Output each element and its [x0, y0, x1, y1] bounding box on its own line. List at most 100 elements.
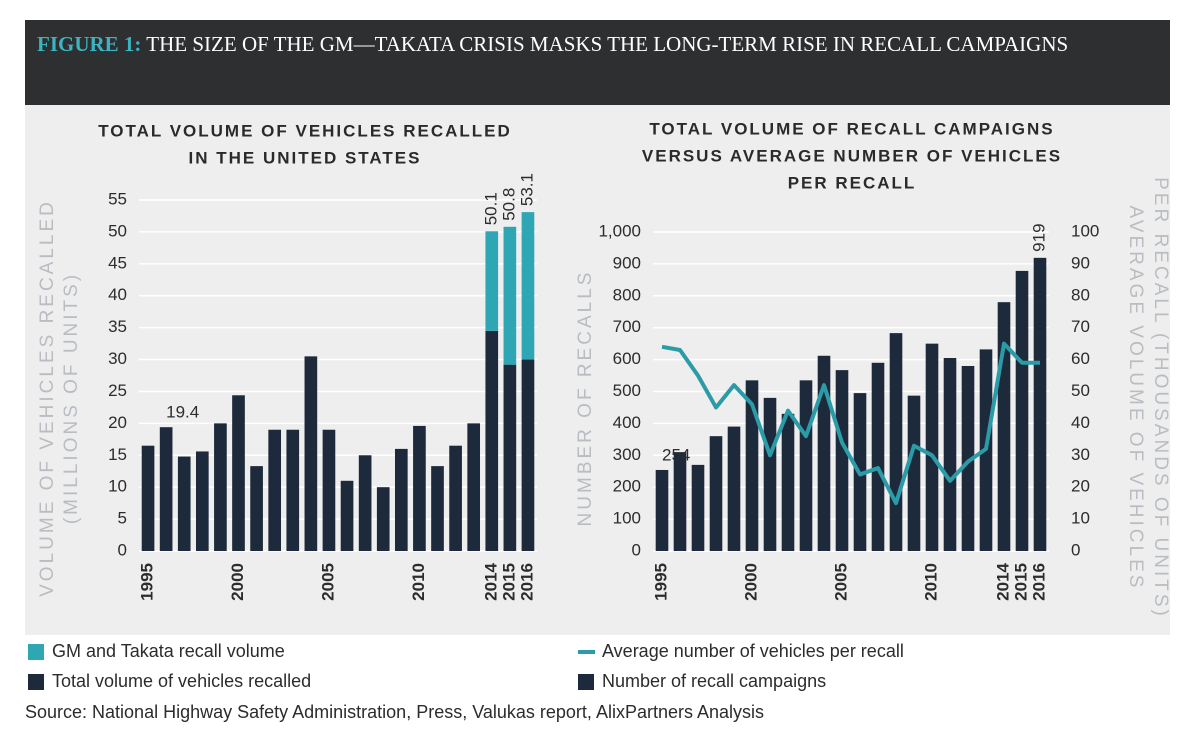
y-tick-label: 300 — [613, 445, 641, 464]
y-tick-label: 5 — [118, 509, 127, 528]
y2-axis-label: AVERAGE VOLUME OF VEHICLES — [1125, 206, 1146, 591]
value-label: 19.4 — [166, 403, 199, 422]
bar — [485, 330, 499, 551]
y2-tick-label: 80 — [1071, 285, 1090, 304]
y-tick-label: 900 — [613, 253, 641, 272]
chart-title: VERSUS AVERAGE NUMBER OF VEHICLES — [642, 146, 1062, 165]
bar — [817, 355, 831, 551]
bar — [358, 455, 372, 551]
x-tick-label: 2014 — [993, 562, 1012, 600]
bar — [177, 456, 191, 551]
y-tick-label: 30 — [108, 349, 127, 368]
bar — [195, 451, 209, 551]
bar — [521, 212, 535, 360]
bar — [521, 359, 535, 551]
legend-marker — [578, 674, 594, 690]
bar — [673, 452, 687, 551]
y-tick-label: 55 — [108, 189, 127, 208]
y2-axis-label: PER RECALL (THOUSANDS OF UNITS) — [1150, 177, 1171, 619]
bar — [709, 436, 723, 551]
bar — [141, 445, 155, 551]
y-tick-label: 40 — [108, 285, 127, 304]
x-tick-label: 2000 — [741, 563, 760, 601]
y-tick-label: 15 — [108, 445, 127, 464]
figure-title: THE SIZE OF THE GM—TAKATA CRISIS MASKS T… — [146, 32, 1069, 56]
x-tick-label: 2016 — [517, 563, 536, 601]
bar — [485, 231, 499, 331]
bar — [394, 448, 408, 551]
bar — [1033, 257, 1047, 551]
bar — [907, 395, 921, 551]
chart-title: PER RECALL — [788, 173, 917, 192]
y-axis-label: NUMBER OF RECALLS — [575, 270, 596, 527]
value-label: 53.1 — [517, 173, 536, 206]
y-tick-label: 400 — [613, 413, 641, 432]
legend-marker — [28, 644, 44, 660]
bar — [376, 487, 390, 551]
value-label: 50.1 — [481, 192, 500, 225]
bar — [871, 362, 885, 551]
figure-label: FIGURE 1: — [37, 32, 142, 56]
y-tick-label: 0 — [632, 540, 641, 559]
x-tick-label: 2000 — [228, 563, 247, 601]
bar — [889, 333, 903, 551]
source-note: Source: National Highway Safety Administ… — [25, 702, 764, 722]
bar — [322, 429, 336, 551]
x-tick-label: 2015 — [1011, 563, 1030, 601]
chart-title: TOTAL VOLUME OF RECALL CAMPAIGNS — [649, 119, 1054, 138]
y-tick-label: 200 — [613, 477, 641, 496]
bar — [997, 302, 1011, 551]
x-tick-label: 2005 — [831, 563, 850, 601]
bar — [304, 356, 318, 551]
x-tick-label: 1995 — [651, 563, 670, 601]
y-tick-label: 100 — [613, 509, 641, 528]
x-tick-label: 2016 — [1029, 563, 1048, 601]
legend-label: Total volume of vehicles recalled — [52, 671, 311, 691]
legend-marker — [578, 650, 595, 654]
legend-label: Number of recall campaigns — [602, 671, 826, 691]
y-tick-label: 0 — [118, 540, 127, 559]
y2-tick-label: 70 — [1071, 317, 1090, 336]
y-tick-label: 25 — [108, 381, 127, 400]
header: FIGURE 1: THE SIZE OF THE GM—TAKATA CRIS… — [25, 20, 1170, 105]
y-axis-label: (MILLIONS OF UNITS) — [61, 272, 82, 524]
bar — [232, 395, 245, 551]
y2-tick-label: 60 — [1071, 349, 1090, 368]
y-axis-label: VOLUME OF VEHICLES RECALLED — [37, 199, 58, 597]
chart-title: IN THE UNITED STATES — [189, 148, 422, 167]
y-tick-label: 600 — [613, 349, 641, 368]
y-tick-label: 35 — [108, 317, 127, 336]
y2-tick-label: 40 — [1071, 413, 1090, 432]
x-tick-label: 2010 — [409, 563, 428, 601]
y-tick-label: 10 — [108, 477, 127, 496]
y2-tick-label: 0 — [1071, 540, 1080, 559]
y-tick-label: 800 — [613, 285, 641, 304]
bar — [159, 427, 173, 551]
legend-label: Average number of vehicles per recall — [602, 641, 904, 661]
bar — [961, 365, 975, 551]
y2-tick-label: 20 — [1071, 477, 1090, 496]
bar — [727, 426, 741, 551]
bar — [691, 464, 705, 551]
y-tick-label: 500 — [613, 381, 641, 400]
bar — [1015, 270, 1029, 551]
bar — [449, 445, 462, 551]
value-label: 254 — [662, 445, 690, 464]
value-label: 919 — [1029, 223, 1048, 251]
legend-label: GM and Takata recall volume — [52, 641, 285, 661]
y2-tick-label: 10 — [1071, 509, 1090, 528]
y-tick-label: 45 — [108, 253, 127, 272]
bar — [781, 413, 795, 551]
bar — [745, 380, 759, 551]
x-tick-label: 2014 — [481, 562, 500, 600]
bar — [655, 469, 669, 551]
bar — [503, 364, 517, 551]
x-tick-label: 2010 — [921, 563, 940, 601]
bar — [413, 425, 426, 551]
bar — [286, 429, 300, 551]
bar — [467, 423, 481, 551]
bar — [214, 423, 227, 551]
bar — [340, 480, 354, 551]
y2-tick-label: 100 — [1071, 221, 1099, 240]
